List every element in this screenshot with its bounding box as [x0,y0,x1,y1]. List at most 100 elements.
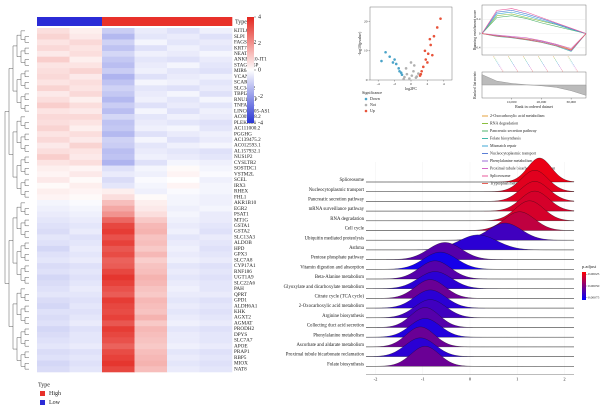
heat-cell [134,314,168,321]
heat-cell [167,303,200,310]
heat-cell [37,177,70,184]
heat-cell [37,251,70,258]
x-tick-label: 2 [563,376,565,381]
y-axis-label: Running enrichment score [473,10,477,50]
gene-label: SLPI [234,34,245,40]
legend-label: Folate biosynthesis [490,135,521,140]
volcano-point [410,74,414,77]
legend-label: Spliceosome [490,173,511,178]
colorbar [582,272,586,300]
heat-cell [102,188,135,195]
heat-cell [134,360,168,367]
heat-cell [134,136,168,143]
heat-cell [167,79,200,86]
legend-dot [364,97,368,101]
heat-cell [37,45,70,52]
heat-cell [102,286,135,293]
heat-cell [102,56,135,63]
heat-cell [134,349,168,356]
colorbar-label: -4 [258,120,263,126]
x-tick-label: 1 [516,376,518,381]
heat-cell [199,331,233,338]
ridge [366,346,574,367]
heat-cell [199,62,233,69]
heat-cell [167,228,200,235]
volcano-point [400,73,404,77]
heat-cell [134,62,168,69]
heat-cell [69,314,103,321]
heat-cell [102,228,135,235]
colorbar-label: 4 [258,14,261,20]
heat-cell [69,39,103,46]
heat-cell [69,211,103,218]
heat-cell [102,343,135,350]
heat-cell [167,222,200,229]
heat-cell [102,182,135,189]
dendrogram [24,208,29,215]
dendrogram [20,182,25,195]
heat-cell [69,257,103,264]
gene-label: KRT7 [234,45,247,51]
legend-label: Tryptophan metabolism [490,180,529,185]
heat-cell [102,79,135,86]
heat-cell [102,114,135,121]
dendrogram [12,45,17,92]
gene-label: DPYS [234,332,247,338]
dendrogram [24,82,29,89]
heat-cell [167,62,200,69]
heat-cell [69,343,103,350]
es-line [481,8,587,34]
volcano-point [391,61,395,64]
dendrogram [16,165,21,189]
heat-cell [167,136,200,143]
heat-cell [167,45,200,52]
heat-cell [199,102,233,109]
volcano-point [422,65,425,69]
dendrogram [24,145,29,152]
heat-cell [199,73,233,80]
gene-label: STAG3L5P [234,62,258,68]
heat-cell [167,182,200,189]
heat-cell [69,274,103,281]
dendrogram [16,337,21,361]
ridge-label: Vitamin digestion and absorption [300,265,364,270]
heat-cell [37,125,70,132]
dendrogram [20,268,25,281]
heat-cell [167,366,200,373]
heat-cell [134,182,168,189]
heat-cell [69,79,103,86]
heat-cell [102,165,135,172]
dendrogram [16,251,21,275]
dendrogram [24,340,29,347]
heat-cell [167,360,200,367]
es-line [481,11,587,34]
heat-cell [37,337,70,344]
heat-cell [199,366,233,373]
heat-cell [199,234,233,241]
heat-cell [134,297,168,304]
gene-label: VSTM2L [234,171,254,177]
heat-cell [134,114,168,121]
colorbar-label: -2 [258,94,263,100]
heat-cell [167,119,200,126]
heat-cell [37,182,70,189]
gene-label: HPD [234,246,245,252]
colorbar-label: 0 [258,67,261,73]
dendrogram [20,116,25,126]
heat-cell [69,177,103,184]
volcano-point [424,58,428,61]
heat-cell [167,331,200,338]
volcano-point [412,64,416,67]
heat-cell [69,222,103,229]
heat-cell [167,33,200,40]
heat-cell [134,79,168,86]
heat-cell [37,114,70,121]
ridge-label: Pentose phosphate pathway [311,256,365,261]
heat-cell [102,354,135,361]
heat-cell [167,159,200,166]
ridge [366,234,574,251]
es-line [481,15,587,34]
heat-cell [199,136,233,143]
heat-cell [37,154,70,161]
heat-cell [134,33,168,40]
